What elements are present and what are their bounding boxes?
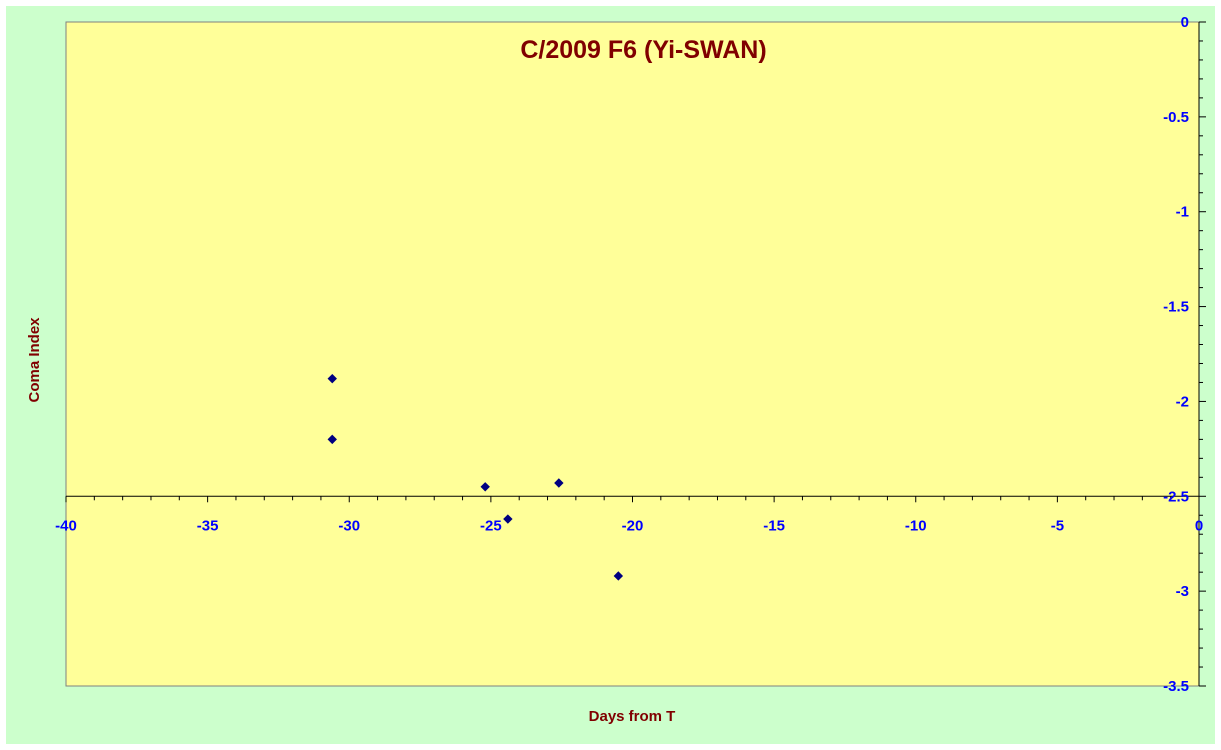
chart-area: -40 -35 -30 -25 -20 -15 -10 -5 0 0 -0.5 -1 -1.5 -2 -2.… <box>6 6 1215 744</box>
data-point <box>327 434 337 445</box>
x-tick-label: -40 <box>55 517 77 534</box>
x-tick-label: -10 <box>905 517 927 534</box>
plot-area <box>65 21 1200 687</box>
chart-title: C/2009 F6 (Yi-SWAN) <box>520 36 766 64</box>
data-point <box>480 482 490 492</box>
y-axis-title: Coma Index <box>26 317 43 403</box>
x-tick-label: -25 <box>480 517 502 534</box>
x-tick-label: -30 <box>338 517 360 534</box>
x-tick-label: -5 <box>1051 517 1064 534</box>
data-point <box>503 514 513 524</box>
data-point <box>554 478 564 488</box>
x-axis-title: Days from T <box>589 708 676 725</box>
y-tick-label: -1.5 <box>1163 299 1189 316</box>
y-tick-label: -2.5 <box>1163 488 1189 505</box>
y-tick-label: 0 <box>1181 14 1189 31</box>
x-tick-label: -35 <box>197 517 219 534</box>
y-tick-label: -1 <box>1176 204 1189 221</box>
x-tick-label: -15 <box>763 517 785 534</box>
data-points <box>327 373 624 581</box>
data-point <box>613 571 624 581</box>
x-tick-label: -20 <box>622 517 644 534</box>
chart-svg: -40 -35 -30 -25 -20 -15 -10 -5 0 0 -0.5 -1 -1.5 -2 -2.… <box>26 14 1206 725</box>
y-tick-label: -3.5 <box>1163 678 1189 695</box>
y-tick-label: -0.5 <box>1163 109 1189 126</box>
data-point <box>327 373 337 384</box>
axes: -40 -35 -30 -25 -20 -15 -10 -5 0 0 -0.5 -1 -1.5 -2 -2.… <box>55 14 1206 695</box>
x-tick-label: 0 <box>1195 517 1203 534</box>
y-tick-label: -2 <box>1176 393 1189 410</box>
y-tick-label: -3 <box>1176 583 1189 600</box>
